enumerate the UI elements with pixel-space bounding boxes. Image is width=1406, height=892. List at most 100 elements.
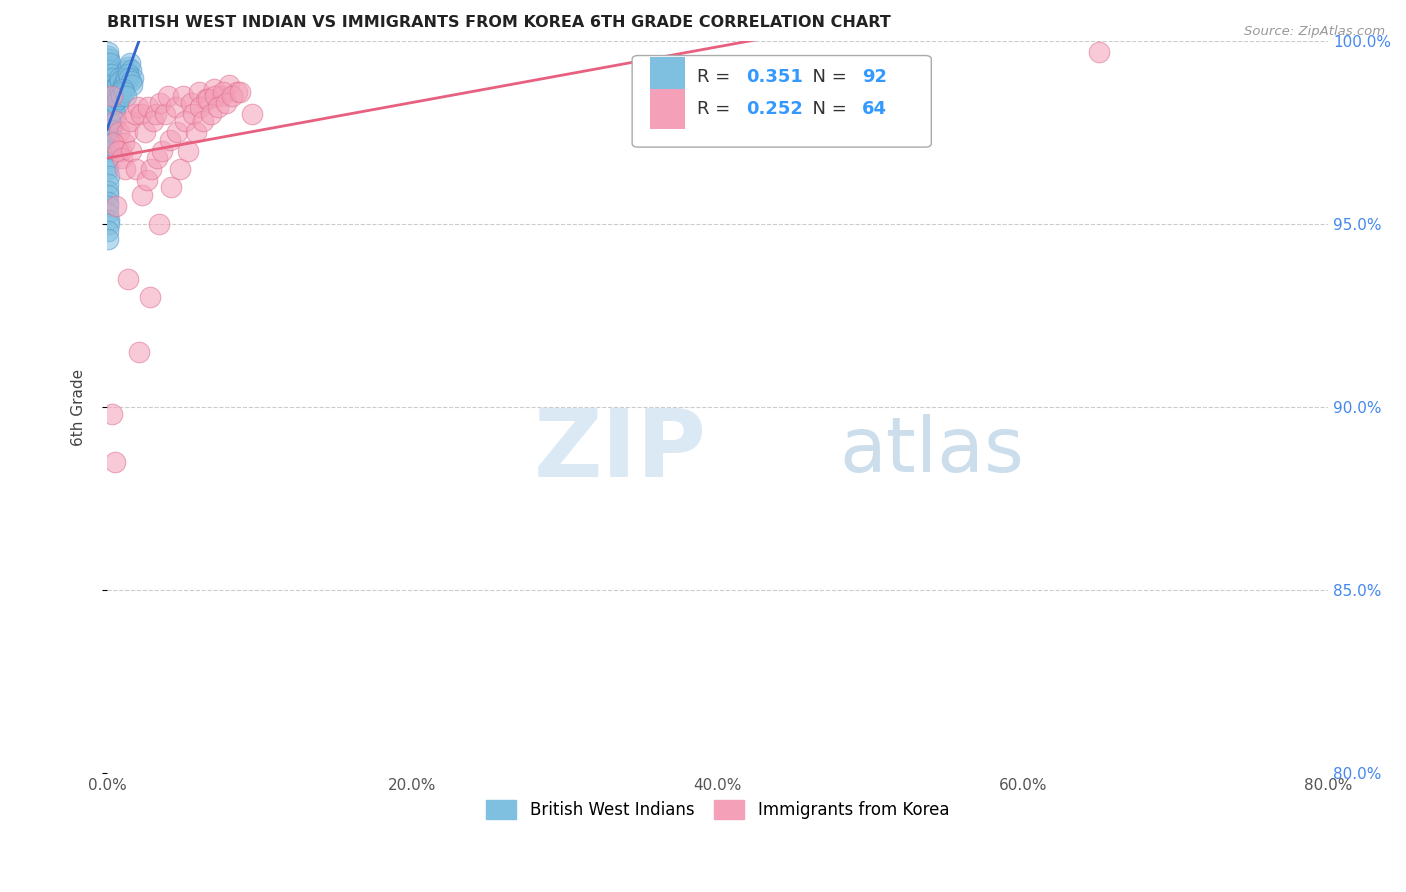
FancyBboxPatch shape (633, 55, 931, 147)
Point (125, 162, 148, 177)
Point (112, 136, 135, 151)
Legend: British West Indians, Immigrants from Korea: British West Indians, Immigrants from Ko… (478, 791, 957, 828)
Point (225, 85, 247, 99)
Point (110, 81, 132, 95)
Point (111, 74, 134, 88)
Point (100, 88, 122, 103)
Point (188, 100, 211, 114)
Point (117, 60, 139, 74)
Point (229, 85, 252, 99)
Point (120, 74, 142, 88)
Point (118, 70, 141, 85)
Point (117, 67, 139, 81)
Point (121, 63, 143, 78)
Point (139, 290, 162, 304)
Point (96, 177, 118, 191)
Point (115, 125, 138, 139)
Text: ZIP: ZIP (533, 405, 706, 497)
FancyBboxPatch shape (651, 57, 685, 97)
Point (177, 144, 200, 158)
Point (97, 111, 120, 125)
Point (97, 52, 120, 66)
Point (101, 93, 124, 107)
Point (150, 144, 173, 158)
Point (146, 151, 169, 165)
Point (193, 114, 215, 128)
Point (105, 78, 128, 92)
Point (165, 100, 187, 114)
Point (112, 78, 135, 92)
Text: N =: N = (800, 68, 852, 87)
Point (145, 107, 167, 121)
Point (97, 55, 120, 70)
Point (127, 100, 149, 114)
Point (97, 217, 120, 231)
Point (221, 88, 243, 103)
Point (115, 88, 138, 103)
Point (105, 88, 128, 103)
Point (97, 100, 120, 114)
Point (97, 107, 120, 121)
Point (121, 144, 143, 158)
Point (117, 272, 139, 286)
Text: 0.252: 0.252 (745, 100, 803, 118)
Point (212, 85, 235, 99)
Point (181, 107, 204, 121)
Point (104, 85, 127, 99)
Point (128, 345, 150, 359)
Point (114, 74, 136, 88)
Point (200, 107, 222, 121)
Point (215, 96, 238, 111)
Y-axis label: 6th Grade: 6th Grade (72, 368, 86, 446)
Point (101, 81, 124, 95)
Text: R =: R = (697, 100, 735, 118)
Text: 0.351: 0.351 (745, 68, 803, 87)
Point (142, 114, 165, 128)
Point (197, 93, 219, 107)
Point (97, 195, 120, 210)
Point (96, 88, 118, 103)
Text: atlas: atlas (839, 414, 1025, 488)
Point (103, 103, 125, 118)
Point (204, 88, 226, 103)
Point (115, 63, 138, 78)
Point (180, 96, 202, 111)
Point (211, 88, 233, 103)
Point (101, 81, 124, 95)
Point (104, 114, 127, 128)
Point (97, 67, 120, 81)
Point (148, 217, 170, 231)
Point (135, 173, 157, 187)
Point (118, 114, 141, 128)
Point (112, 70, 135, 85)
Point (124, 107, 146, 121)
Point (97, 199, 120, 213)
Point (98, 55, 121, 70)
Point (97, 45, 120, 59)
Point (97, 232, 120, 246)
Point (108, 88, 131, 103)
Point (97, 133, 120, 147)
Point (103, 88, 125, 103)
Point (110, 81, 132, 95)
Point (100, 78, 122, 92)
Point (202, 81, 225, 95)
Point (107, 96, 129, 111)
Point (103, 96, 125, 111)
Text: 92: 92 (862, 68, 887, 87)
Text: Source: ZipAtlas.com: Source: ZipAtlas.com (1244, 25, 1385, 38)
Text: N =: N = (800, 100, 852, 118)
Point (108, 125, 131, 139)
Point (115, 70, 138, 85)
Point (118, 55, 141, 70)
Point (97, 151, 120, 165)
Point (103, 88, 125, 103)
Point (97, 213, 120, 227)
Point (98, 114, 121, 128)
Point (107, 70, 129, 85)
Point (97, 158, 120, 172)
Point (98, 114, 121, 128)
Point (104, 85, 127, 99)
Point (160, 180, 183, 194)
Text: 64: 64 (862, 100, 887, 118)
